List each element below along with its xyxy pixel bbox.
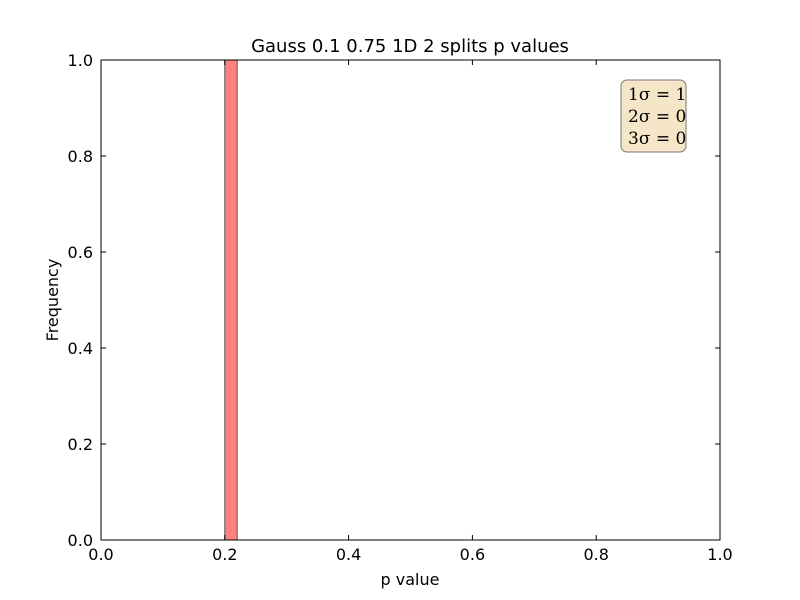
y-tick-label: 0.2	[68, 435, 93, 454]
x-tick-label: 0.8	[583, 545, 608, 564]
plot-frame	[100, 59, 721, 541]
annotation-line-2: 2σ = 0	[628, 107, 686, 127]
y-tick-label: 0.4	[68, 339, 93, 358]
x-tick-label: 0.6	[460, 545, 485, 564]
histogram-bar-0	[224, 59, 238, 541]
y-axis-ticks: 0.0 0.2 0.4 0.6 0.8 1.0	[68, 51, 720, 550]
y-tick-label: 0.6	[68, 243, 93, 262]
chart-title: Gauss 0.1 0.75 1D 2 splits p values	[251, 36, 569, 57]
y-axis-label: Frequency	[43, 259, 62, 342]
y-tick-label: 0.8	[68, 147, 93, 166]
y-tick-label: 0.0	[68, 531, 93, 550]
x-tick-label: 0.4	[336, 545, 361, 564]
x-tick-label: 0.0	[88, 545, 113, 564]
x-axis-label: p value	[381, 570, 440, 589]
sigma-annotation-box: 1σ = 1 2σ = 0 3σ = 0	[620, 79, 687, 153]
annotation-line-1: 1σ = 1	[628, 85, 686, 105]
x-tick-label: 1.0	[707, 545, 732, 564]
x-axis-ticks: 0.0 0.2 0.4 0.6 0.8 1.0	[88, 60, 733, 564]
bars-layer	[224, 59, 238, 541]
annotation-line-3: 3σ = 0	[628, 129, 686, 149]
y-tick-label: 1.0	[68, 51, 93, 70]
x-tick-label: 0.2	[212, 545, 237, 564]
annotation-background	[620, 79, 687, 153]
